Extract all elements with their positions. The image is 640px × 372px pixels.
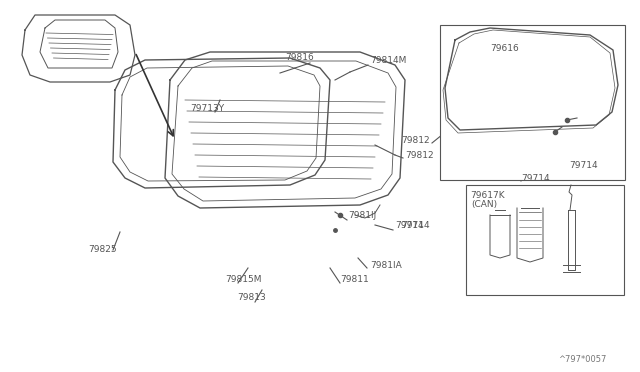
Text: 79825: 79825 [88,246,116,254]
Text: 79616: 79616 [490,44,519,52]
Text: 79816: 79816 [285,52,314,61]
Text: 79713Y: 79713Y [190,103,224,112]
Text: 79714: 79714 [569,160,598,170]
Text: 79815M: 79815M [225,276,262,285]
Bar [466,185,624,295]
Bar [440,25,625,180]
Text: 79812: 79812 [401,135,430,144]
Text: ^797*0057: ^797*0057 [558,356,606,365]
Text: 79617K: 79617K [470,190,504,199]
Text: (CAN): (CAN) [471,199,497,208]
Text: 79811: 79811 [340,276,369,285]
Text: 79714: 79714 [395,221,424,230]
Text: 7981lJ: 7981lJ [348,211,376,219]
Text: 7981lA: 7981lA [370,260,402,269]
Text: 79812: 79812 [405,151,434,160]
Text: 79813: 79813 [237,294,266,302]
Text: 79714: 79714 [521,173,550,183]
Text: 79814M: 79814M [370,55,406,64]
Text: 79714: 79714 [401,221,430,230]
